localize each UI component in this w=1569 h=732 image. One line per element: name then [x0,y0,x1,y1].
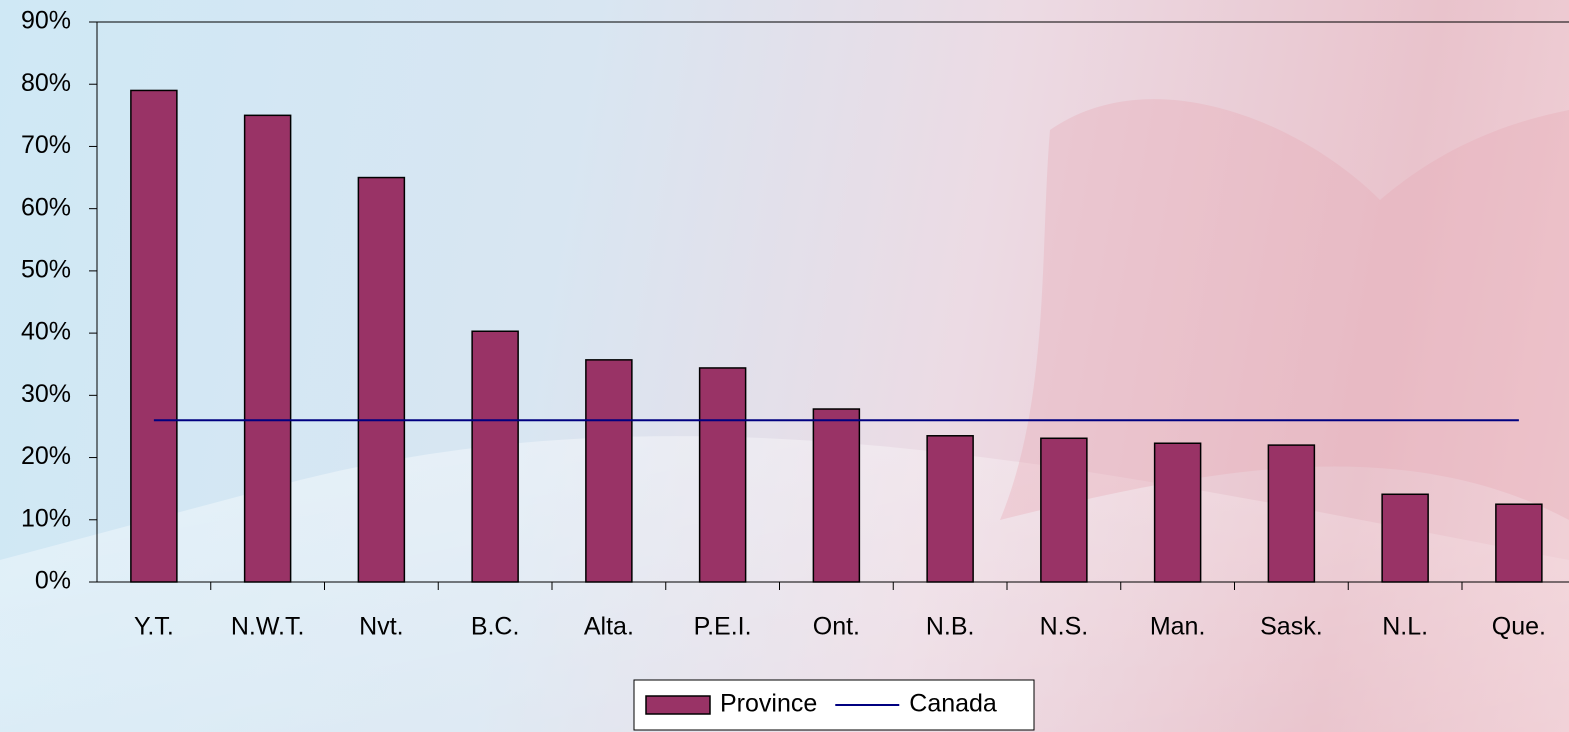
bar [471,330,519,583]
y-tick-label: 20% [21,442,71,470]
bar [1495,503,1543,583]
x-tick-label: Man. [1150,613,1206,641]
y-tick-label: 70% [21,131,71,159]
bar [1381,493,1429,583]
x-tick-label: Sask. [1260,613,1323,641]
bar [130,89,178,583]
x-tick-label: N.L. [1382,613,1428,641]
y-tick-label: 50% [21,255,71,283]
x-tick-label: N.W.T. [231,613,305,641]
x-tick-label: B.C. [471,613,520,641]
bar [926,435,974,583]
y-tick-label: 60% [21,193,71,221]
legend-swatch [645,695,711,715]
x-tick-label: P.E.I. [694,613,752,641]
bar [585,359,633,583]
bar [698,367,747,583]
y-tick-label: 0% [35,567,71,595]
x-tick-label: Ont. [813,613,860,641]
x-tick-label: N.B. [926,613,975,641]
x-tick-label: N.S. [1040,613,1089,641]
bar [812,408,861,583]
legend-label: Province [720,690,817,718]
legend-label: Canada [909,690,997,718]
y-tick-label: 90% [21,7,71,35]
x-tick-label: Que. [1492,613,1546,641]
y-tick-label: 10% [21,504,71,532]
bar [1040,437,1088,583]
x-tick-label: Y.T. [134,613,174,641]
bar [243,114,292,583]
y-tick-label: 30% [21,380,71,408]
bar [357,176,406,583]
background-decor [1000,99,1569,520]
y-tick-label: 80% [21,69,71,97]
x-tick-label: Alta. [584,613,634,641]
y-tick-label: 40% [21,318,71,346]
bar [1153,442,1202,583]
x-tick-label: Nvt. [359,613,403,641]
bar [1267,444,1316,583]
